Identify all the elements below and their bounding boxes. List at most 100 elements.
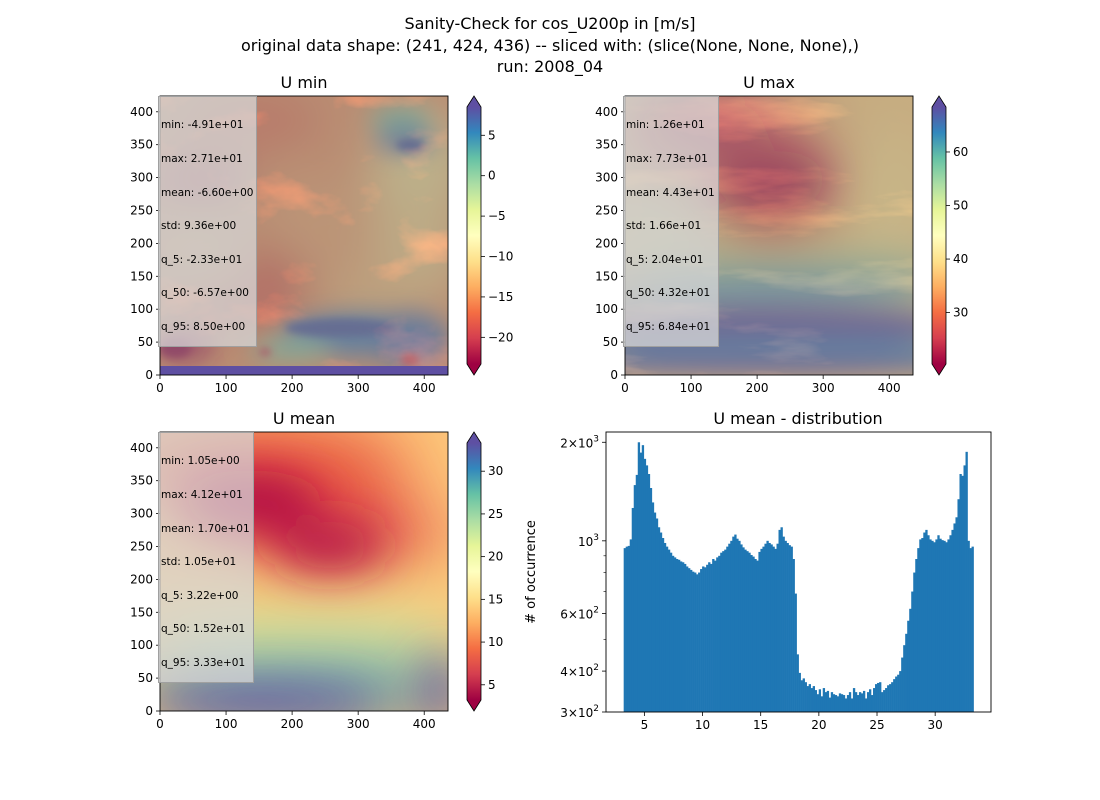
stats-min: min: 1.26e+01 (626, 119, 705, 132)
umax-title: U max (743, 73, 795, 92)
y-tick-label: 400 (130, 105, 153, 119)
histogram-bar (957, 499, 960, 712)
umean-colorbar: 30 25 20 15 10 5 (466, 431, 503, 712)
histogram-bar (639, 452, 643, 712)
stats-q50: q_50: -6.57e+00 (161, 287, 249, 300)
stats-q50: q_50: 4.32e+01 (626, 287, 711, 300)
histogram-bar (645, 465, 649, 712)
stats-max: max: 7.73e+01 (626, 153, 708, 166)
y-tick-label: 103 (578, 533, 599, 549)
histogram-bar (768, 542, 771, 712)
y-tick-label: 6×102 (560, 605, 599, 621)
y-tick-label: 2×103 (560, 434, 599, 450)
histogram-bar (891, 682, 894, 712)
histogram-bar (925, 529, 928, 712)
stats-max: max: 4.12e+01 (161, 489, 243, 502)
histogram-bar (724, 549, 727, 712)
histogram-bar (790, 546, 793, 712)
stats-std: std: 1.05e+01 (161, 556, 237, 569)
histogram-bar (852, 688, 856, 712)
y-tick-label: 350 (130, 138, 153, 152)
colorbar-tick-label: 5 (488, 128, 496, 142)
histogram-bar (772, 546, 775, 712)
histogram-bar (814, 690, 818, 712)
histogram-bar (736, 538, 739, 712)
histogram-bar (919, 539, 922, 712)
histogram-bar (657, 527, 661, 712)
histogram-bar (698, 572, 701, 712)
histogram-bar (917, 548, 920, 712)
histogram-bar (722, 551, 725, 712)
histogram-bar (856, 695, 860, 712)
histogram-bar (649, 488, 653, 712)
y-tick-label: 400 (130, 441, 153, 455)
stats-std: std: 1.66e+01 (626, 220, 702, 233)
y-tick-label: 50 (138, 671, 153, 685)
histogram-bar (740, 544, 743, 712)
y-tick-label: 50 (138, 335, 153, 349)
umin-colorbar: 5 0 −5 −10 −15 −20 (466, 95, 513, 376)
y-tick-label: 100 (130, 638, 153, 652)
stats-q95: q_95: 6.84e+01 (626, 321, 711, 334)
distribution-plot: 5 10 15 20 25 30 3×102 4×102 6×102 103 2×103 # of… (524, 431, 992, 732)
histogram-bar (844, 698, 848, 712)
histogram-bar (782, 536, 785, 712)
histogram-bar (802, 678, 805, 712)
y-tick-label: 250 (130, 203, 153, 217)
stats-q5: q_5: -2.33e+01 (161, 253, 243, 266)
histogram-bar (907, 620, 910, 712)
colorbar-tick-label: 30 (953, 306, 968, 320)
y-tick-label: 200 (130, 572, 153, 586)
colorbar-tick-label: 15 (488, 592, 503, 606)
colorbar-tick-label: 5 (488, 678, 496, 692)
y-tick-label: 50 (603, 335, 618, 349)
histogram-bar (732, 536, 735, 712)
histogram-bar (762, 546, 765, 712)
figure-title-line-2: original data shape: (241, 424, 436) -- … (241, 36, 859, 55)
x-tick-label: 200 (746, 381, 769, 395)
histogram-bar (883, 690, 886, 712)
y-tick-label: 100 (595, 302, 618, 316)
histogram-bar (971, 546, 974, 712)
histogram-bar (688, 568, 691, 712)
colorbar-tick-label: 50 (953, 199, 968, 213)
histogram-bar (838, 693, 842, 712)
histogram-bar (692, 571, 695, 712)
histogram-bar (696, 574, 699, 712)
histogram-bar (794, 593, 797, 712)
histogram-bar (929, 539, 932, 712)
histogram-bar (828, 697, 832, 712)
x-tick-label: 15 (753, 718, 768, 732)
histogram-bar (700, 569, 703, 712)
colorbar-tick-label: −5 (488, 209, 506, 223)
x-tick-label: 20 (811, 718, 826, 732)
x-tick-label: 400 (413, 381, 436, 395)
histogram-bar (720, 552, 723, 712)
histogram-bar (627, 545, 631, 712)
histogram-bar (840, 694, 844, 712)
histogram-bar (818, 689, 822, 712)
histogram-bar (842, 695, 846, 712)
y-tick-label: 300 (595, 171, 618, 185)
stats-min: min: 1.05e+00 (161, 455, 240, 468)
x-tick-label: 0 (156, 717, 164, 731)
y-tick-label: 250 (595, 203, 618, 217)
histogram-bar (665, 546, 669, 712)
colorbar-tick-label: 10 (488, 635, 503, 649)
y-tick-label: 300 (130, 171, 153, 185)
histogram-bar (677, 559, 681, 712)
histogram-bar (953, 523, 956, 712)
histogram-bars (623, 442, 974, 712)
histogram-bar (911, 591, 914, 712)
histogram-bar (915, 559, 918, 712)
histogram-bar (669, 552, 673, 712)
x-tick-label: 300 (347, 717, 370, 731)
histogram-bar (804, 682, 807, 712)
histogram-bar (879, 682, 882, 712)
histogram-bar (866, 692, 870, 712)
umax-stats-box: min: 1.26e+01 max: 7.73e+01 mean: 4.43e+… (623, 96, 719, 348)
histogram-bar (726, 546, 729, 712)
histogram-bar (949, 535, 952, 712)
histogram-bar (873, 688, 876, 712)
histogram-bar (858, 692, 862, 712)
